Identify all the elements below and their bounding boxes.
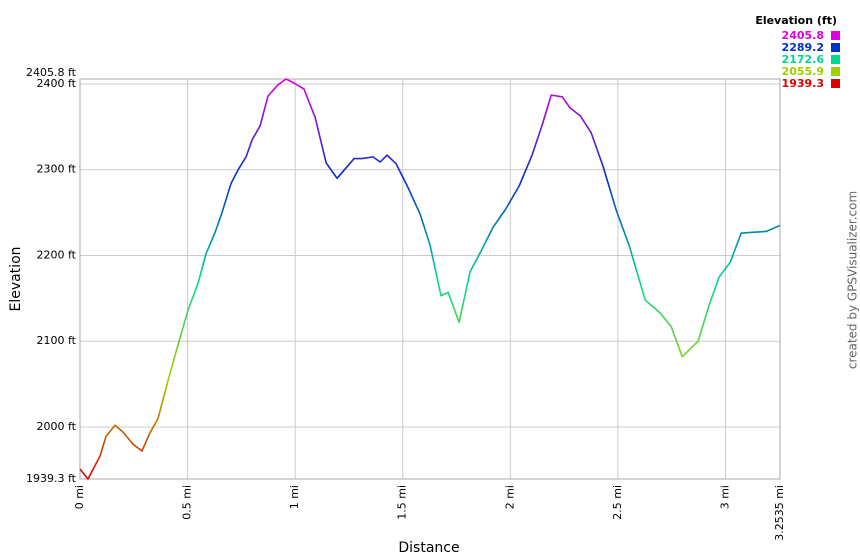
y-tick-label: 2300 ft xyxy=(37,163,77,176)
y-tick-label: 2200 ft xyxy=(37,248,77,261)
y-tick-label: 2405.8 ft xyxy=(26,66,77,79)
x-axis-title: Distance xyxy=(398,540,459,556)
credit: created by GPSVisualizer.com xyxy=(846,191,860,369)
y-tick-label: 2400 ft xyxy=(37,77,77,90)
legend-label: 2055.9 xyxy=(782,65,824,78)
legend-swatch xyxy=(831,43,840,52)
x-tick-label: 2 mi xyxy=(503,485,516,509)
x-tick-label: 1.5 mi xyxy=(396,485,409,520)
x-tick-label: 2.5 mi xyxy=(611,485,624,520)
legend-swatch xyxy=(831,31,840,40)
x-tick-label: 0 mi xyxy=(73,485,86,509)
legend-swatch xyxy=(831,55,840,64)
x-tick-label: 1 mi xyxy=(288,485,301,509)
legend-label: 2405.8 xyxy=(782,29,824,42)
plot-frame xyxy=(79,78,781,480)
elevation-line xyxy=(79,78,781,480)
legend-label: 2289.2 xyxy=(782,41,824,54)
legend-swatch xyxy=(831,79,840,88)
x-tick-label: 3 mi xyxy=(718,485,731,509)
y-tick-label: 1939.3 ft xyxy=(26,472,77,485)
y-tick-label: 2100 ft xyxy=(37,334,77,347)
legend-swatch xyxy=(831,67,840,76)
y-axis-title: Elevation xyxy=(8,246,24,311)
legend-label: 1939.3 xyxy=(782,77,824,90)
legend-title: Elevation (ft) xyxy=(755,14,837,27)
y-tick-label: 2000 ft xyxy=(37,420,77,433)
x-tick-label: 3.2535 mi xyxy=(773,485,786,541)
legend-label: 2172.6 xyxy=(782,53,825,66)
x-tick-label: 0.5 mi xyxy=(181,485,194,520)
